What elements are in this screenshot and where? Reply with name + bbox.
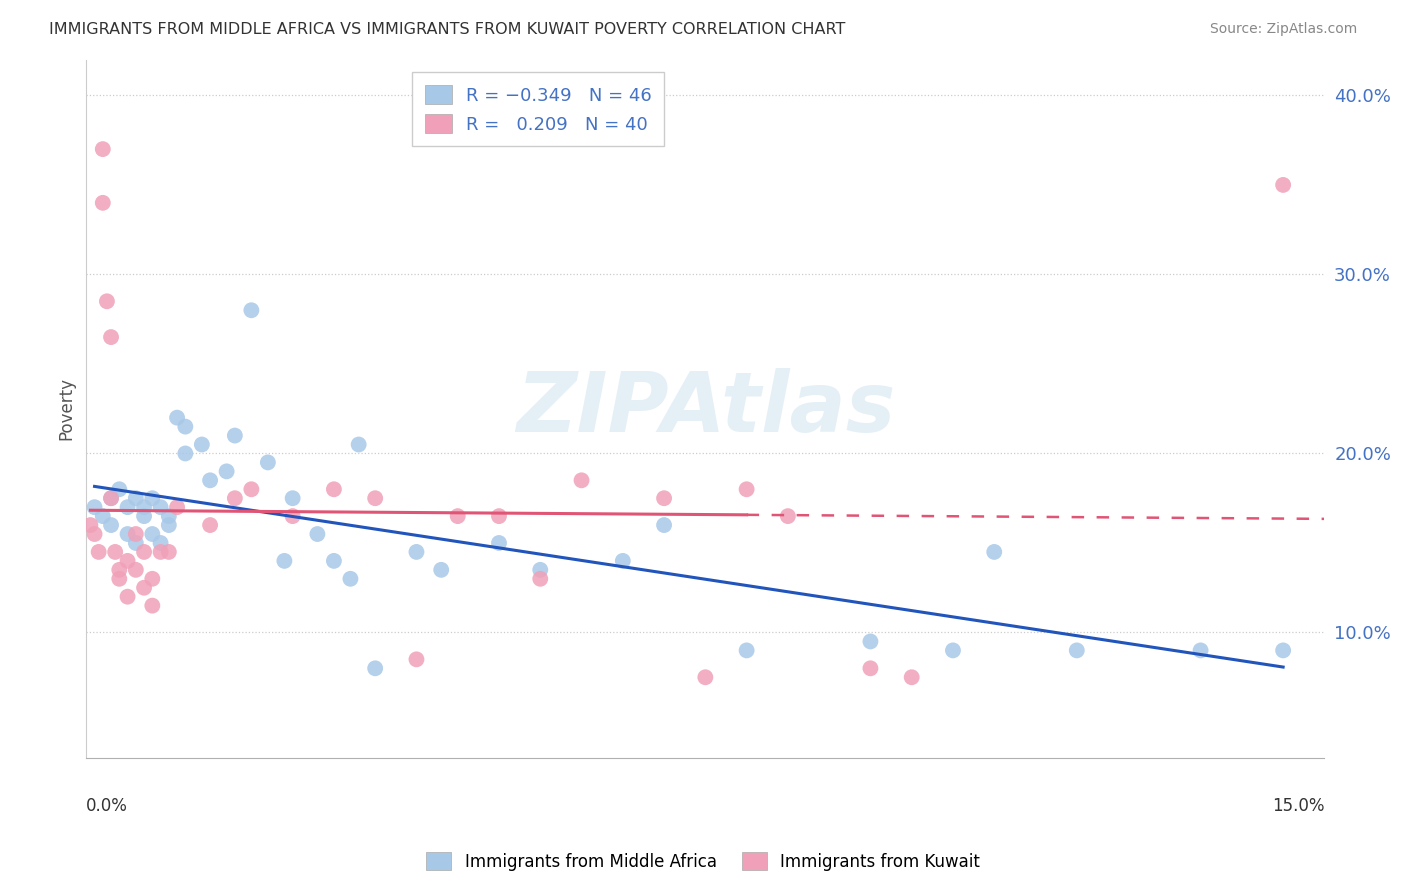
Point bbox=[488, 509, 510, 524]
Point bbox=[1272, 643, 1295, 657]
Point bbox=[108, 563, 131, 577]
Point bbox=[141, 599, 163, 613]
Point bbox=[83, 500, 105, 515]
Y-axis label: Poverty: Poverty bbox=[58, 377, 75, 441]
Point bbox=[364, 661, 387, 675]
Point bbox=[273, 554, 295, 568]
Point bbox=[281, 509, 304, 524]
Point bbox=[983, 545, 1005, 559]
Point bbox=[347, 437, 370, 451]
Point bbox=[776, 509, 799, 524]
Point bbox=[322, 554, 344, 568]
Point bbox=[1272, 178, 1295, 192]
Point bbox=[149, 500, 172, 515]
Point bbox=[240, 483, 263, 497]
Point bbox=[117, 527, 139, 541]
Point bbox=[117, 590, 139, 604]
Point bbox=[141, 491, 163, 506]
Point bbox=[157, 545, 180, 559]
Legend: Immigrants from Middle Africa, Immigrants from Kuwait: Immigrants from Middle Africa, Immigrant… bbox=[418, 844, 988, 880]
Point bbox=[339, 572, 361, 586]
Text: IMMIGRANTS FROM MIDDLE AFRICA VS IMMIGRANTS FROM KUWAIT POVERTY CORRELATION CHAR: IMMIGRANTS FROM MIDDLE AFRICA VS IMMIGRA… bbox=[49, 22, 845, 37]
Point bbox=[488, 536, 510, 550]
Point bbox=[529, 563, 551, 577]
Point bbox=[125, 563, 148, 577]
Point bbox=[117, 500, 139, 515]
Point bbox=[652, 491, 675, 506]
Point bbox=[430, 563, 453, 577]
Point bbox=[198, 518, 221, 533]
Point bbox=[125, 536, 148, 550]
Point bbox=[83, 527, 105, 541]
Point bbox=[132, 500, 155, 515]
Point bbox=[224, 428, 246, 442]
Point bbox=[942, 643, 965, 657]
Point bbox=[322, 483, 344, 497]
Point bbox=[174, 419, 197, 434]
Point bbox=[307, 527, 329, 541]
Text: 0.0%: 0.0% bbox=[86, 797, 128, 815]
Point bbox=[447, 509, 470, 524]
Point bbox=[735, 643, 758, 657]
Point bbox=[100, 518, 122, 533]
Point bbox=[100, 491, 122, 506]
Point bbox=[529, 572, 551, 586]
Point bbox=[96, 294, 118, 309]
Point bbox=[215, 464, 238, 478]
Point bbox=[157, 509, 180, 524]
Point bbox=[695, 670, 717, 684]
Point bbox=[132, 581, 155, 595]
Point bbox=[141, 572, 163, 586]
Point bbox=[652, 518, 675, 533]
Point bbox=[141, 527, 163, 541]
Text: Source: ZipAtlas.com: Source: ZipAtlas.com bbox=[1209, 22, 1357, 37]
Point bbox=[91, 142, 114, 156]
Point bbox=[100, 491, 122, 506]
Point bbox=[100, 330, 122, 344]
Point bbox=[117, 554, 139, 568]
Point bbox=[191, 437, 214, 451]
Point bbox=[900, 670, 922, 684]
Point bbox=[166, 410, 188, 425]
Point bbox=[612, 554, 634, 568]
Point bbox=[157, 518, 180, 533]
Point bbox=[240, 303, 263, 318]
Point bbox=[735, 483, 758, 497]
Point bbox=[224, 491, 246, 506]
Point bbox=[132, 545, 155, 559]
Point bbox=[132, 509, 155, 524]
Point bbox=[149, 536, 172, 550]
Point bbox=[405, 545, 427, 559]
Point bbox=[166, 500, 188, 515]
Point bbox=[1189, 643, 1212, 657]
Point bbox=[104, 545, 127, 559]
Point bbox=[174, 446, 197, 460]
Text: 15.0%: 15.0% bbox=[1272, 797, 1324, 815]
Point bbox=[364, 491, 387, 506]
Point bbox=[125, 527, 148, 541]
Point bbox=[859, 634, 882, 648]
Text: ZIPAtlas: ZIPAtlas bbox=[516, 368, 896, 450]
Point bbox=[257, 455, 280, 469]
Point bbox=[571, 473, 593, 487]
Point bbox=[125, 491, 148, 506]
Point bbox=[405, 652, 427, 666]
Point bbox=[1066, 643, 1088, 657]
Point bbox=[91, 195, 114, 210]
Point bbox=[198, 473, 221, 487]
Point bbox=[281, 491, 304, 506]
Point bbox=[91, 509, 114, 524]
Legend: R = −0.349   N = 46, R =   0.209   N = 40: R = −0.349 N = 46, R = 0.209 N = 40 bbox=[412, 72, 665, 146]
Point bbox=[859, 661, 882, 675]
Point bbox=[79, 518, 101, 533]
Point bbox=[87, 545, 110, 559]
Point bbox=[108, 572, 131, 586]
Point bbox=[149, 545, 172, 559]
Point bbox=[108, 483, 131, 497]
